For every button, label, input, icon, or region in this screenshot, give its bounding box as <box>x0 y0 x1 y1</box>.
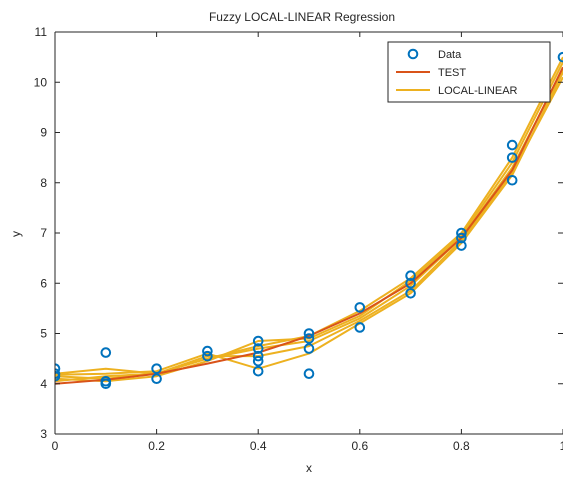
data-point-28 <box>506 139 518 151</box>
x-tick-label: 0 <box>52 439 59 453</box>
data-point-26 <box>456 232 467 244</box>
data-point-23 <box>405 277 416 289</box>
data-point-13 <box>252 350 264 362</box>
y-tick-label: 4 <box>40 377 47 391</box>
x-tick-label: 0.6 <box>351 439 368 453</box>
data-point-6 <box>100 378 112 390</box>
data-point-20 <box>354 302 366 313</box>
data-point-25 <box>456 227 467 239</box>
chart-title: Fuzzy LOCAL-LINEAR Regression <box>209 10 395 24</box>
x-tick-label: 0.4 <box>250 439 267 453</box>
data-point-30 <box>506 174 518 186</box>
y-tick-label: 5 <box>40 327 47 341</box>
y-tick-label: 6 <box>40 276 47 290</box>
test-line <box>55 66 563 385</box>
data-point-21 <box>354 322 366 333</box>
data-point-14 <box>252 355 264 367</box>
y-tick-label: 3 <box>40 427 47 441</box>
data-point-11 <box>252 335 264 347</box>
data-point-29 <box>506 152 518 163</box>
legend-label-test: TEST <box>438 67 466 79</box>
data-point-7 <box>151 363 162 374</box>
legend: Data TEST LOCAL-LINEAR <box>387 41 551 103</box>
x-tick-label: 0.8 <box>453 439 470 453</box>
data-point-17 <box>303 333 315 344</box>
data-point-15 <box>252 365 264 377</box>
data-point-10 <box>202 350 213 362</box>
data-point-16 <box>303 328 315 339</box>
data-layer <box>55 51 563 390</box>
y-tick-label: 10 <box>34 75 48 89</box>
x-tick-label: 0.2 <box>148 439 165 453</box>
data-point-31 <box>557 51 563 63</box>
x-tick-label: 1 <box>560 439 563 453</box>
data-point-9 <box>202 345 213 357</box>
y-tick-label: 7 <box>40 226 47 240</box>
data-point-8 <box>151 373 162 385</box>
y-tick-label: 11 <box>35 25 48 39</box>
data-point-24 <box>405 288 416 299</box>
legend-data-marker <box>407 48 419 60</box>
x-axis-label: x <box>306 461 312 475</box>
data-point-22 <box>405 270 416 282</box>
legend-label-data: Data <box>438 49 462 61</box>
data-point-19 <box>303 368 315 380</box>
y-tick-label: 8 <box>40 176 47 190</box>
data-point-18 <box>303 343 315 354</box>
data-point-12 <box>252 343 264 354</box>
data-point-4 <box>100 347 112 358</box>
data-point-27 <box>456 240 467 251</box>
y-axis-label: y <box>9 231 23 237</box>
y-tick-label: 9 <box>40 126 47 140</box>
legend-label-local-linear: LOCAL-LINEAR <box>438 85 518 97</box>
